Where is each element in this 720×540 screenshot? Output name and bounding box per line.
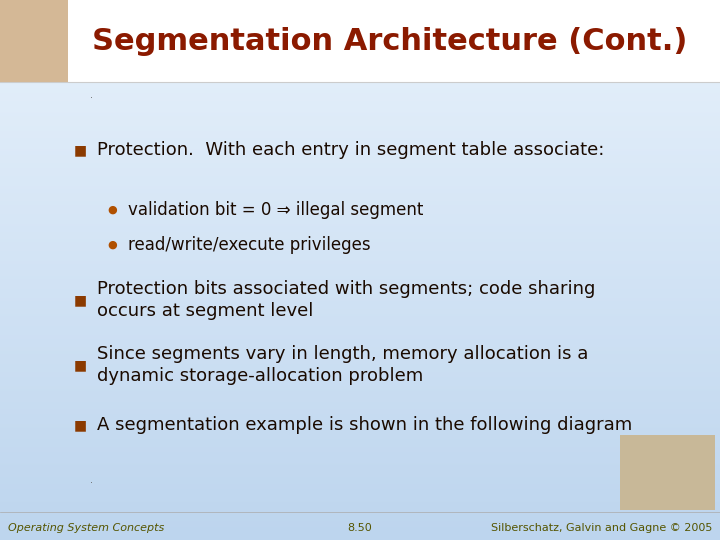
Text: Since segments vary in length, memory allocation is a
dynamic storage-allocation: Since segments vary in length, memory al… <box>97 345 588 385</box>
Text: A segmentation example is shown in the following diagram: A segmentation example is shown in the f… <box>97 416 632 434</box>
Text: ■: ■ <box>73 293 86 307</box>
Text: Operating System Concepts: Operating System Concepts <box>8 523 164 533</box>
Text: Protection bits associated with segments; code sharing
occurs at segment level: Protection bits associated with segments… <box>97 280 595 320</box>
Text: ●: ● <box>107 240 117 250</box>
Text: ■: ■ <box>73 358 86 372</box>
FancyBboxPatch shape <box>620 435 715 510</box>
FancyBboxPatch shape <box>0 0 68 82</box>
Text: .: . <box>90 475 93 485</box>
Text: ■: ■ <box>73 418 86 432</box>
Text: read/write/execute privileges: read/write/execute privileges <box>128 236 371 254</box>
Text: Silberschatz, Galvin and Gagne © 2005: Silberschatz, Galvin and Gagne © 2005 <box>490 523 712 533</box>
FancyBboxPatch shape <box>0 0 720 82</box>
Text: 8.50: 8.50 <box>348 523 372 533</box>
Text: Protection.  With each entry in segment table associate:: Protection. With each entry in segment t… <box>97 141 604 159</box>
Text: Segmentation Architecture (Cont.): Segmentation Architecture (Cont.) <box>92 26 688 56</box>
Text: ●: ● <box>107 205 117 215</box>
Text: .: . <box>90 90 93 100</box>
Text: validation bit = 0 ⇒ illegal segment: validation bit = 0 ⇒ illegal segment <box>128 201 423 219</box>
Text: ■: ■ <box>73 143 86 157</box>
